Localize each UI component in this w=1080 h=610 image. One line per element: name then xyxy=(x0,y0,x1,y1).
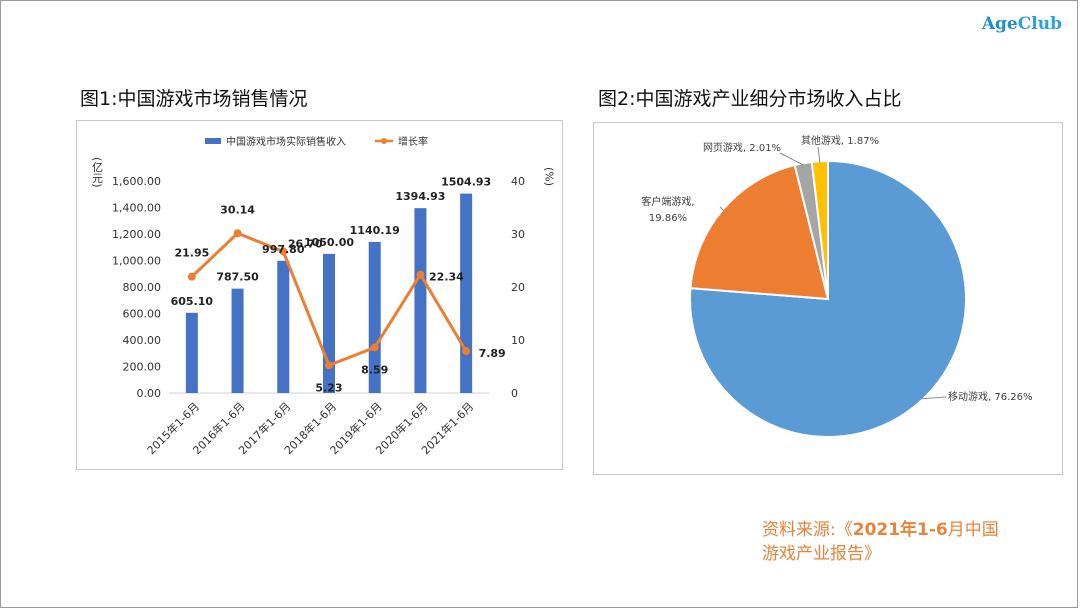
legend-swatch-bars xyxy=(205,138,221,144)
figure2-title: 图2:中国游戏产业细分市场收入占比 xyxy=(598,88,902,110)
pie-leader-line xyxy=(719,206,725,212)
source-note: 资料来源:《2021年1-6月中国游戏产业报告》 xyxy=(762,518,1012,566)
bar xyxy=(185,312,198,393)
bar-value-label: 1050.00 xyxy=(304,236,354,249)
growth-point xyxy=(325,361,333,370)
logo-club: Club xyxy=(1017,14,1062,34)
figure1-title: 图1:中国游戏市场销售情况 xyxy=(80,88,308,110)
y-right-tick-label: 40 xyxy=(511,175,525,188)
y-left-tick-label: 200.00 xyxy=(123,361,162,374)
pie-label: 网页游戏, 2.01% xyxy=(703,141,781,154)
y-left-tick-label: 600.00 xyxy=(123,308,162,321)
y-right-tick-label: 20 xyxy=(511,281,525,294)
y-left-tick-label: 1,600.00 xyxy=(112,175,161,188)
y-right-tick-label: 0 xyxy=(511,387,518,400)
growth-value-label: 7.89 xyxy=(479,347,506,360)
bar-value-label: 1140.19 xyxy=(350,224,400,237)
growth-value-label: 30.14 xyxy=(220,203,255,216)
pie-slice xyxy=(689,159,967,438)
bar xyxy=(368,241,381,393)
y-left-tick-label: 1,400.00 xyxy=(112,202,161,215)
growth-point xyxy=(279,247,288,256)
y-left-tick-label: 1,000.00 xyxy=(112,255,161,268)
logo-age: Age xyxy=(981,14,1018,34)
legend-label-line: 增长率 xyxy=(398,135,428,148)
pie-label: 客户端游戏, xyxy=(641,195,694,208)
pie-label-value: 19.86% xyxy=(649,213,687,224)
y-left-tick-label: 800.00 xyxy=(123,281,162,294)
growth-value-label: 5.23 xyxy=(315,381,342,394)
bar-value-label: 1394.93 xyxy=(395,190,445,203)
y-left-unit-label: (亿元) xyxy=(91,157,104,188)
pie-chart-panel: 移动游戏, 76.26% 客户端游戏, 19.86% 网页游戏, 2.01% 其他游戏,… xyxy=(593,122,1063,475)
growth-point xyxy=(370,343,379,352)
growth-value-label: 8.59 xyxy=(361,363,388,376)
growth-value-label: 21.95 xyxy=(174,247,209,260)
pie-chart: 移动游戏, 76.26% 客户端游戏, 19.86% 网页游戏, 2.01% 其他游戏,… xyxy=(641,134,1033,438)
y-right-tick-label: 30 xyxy=(511,228,525,241)
source-rest: 月中国游戏产业报告》 xyxy=(762,520,999,564)
bar-value-label: 997.80 xyxy=(262,243,305,256)
pie-leader-line xyxy=(920,396,947,400)
y-left-tick-label: 1,200.00 xyxy=(112,228,161,241)
source-year: 2021年1-6 xyxy=(852,520,948,540)
pie-leader-line xyxy=(817,146,821,164)
bar xyxy=(460,193,473,393)
growth-point xyxy=(416,270,425,279)
y-right-unit-label: (%) xyxy=(543,167,556,186)
growth-point xyxy=(187,272,196,281)
pie-label: 移动游戏, 76.26% xyxy=(948,390,1033,403)
bar xyxy=(277,260,290,393)
y-left-tick-label: 0.00 xyxy=(137,387,162,400)
bar xyxy=(414,208,427,393)
bar xyxy=(323,253,335,393)
growth-value-label: 22.34 xyxy=(429,271,464,284)
bar-line-chart-panel: 中国游戏市场实际销售收入 增长率 0.00 200.00 400.00 600.00 800… xyxy=(76,120,563,470)
growth-value-label: 26.70 xyxy=(288,237,323,250)
growth-point xyxy=(462,347,471,356)
y-right-tick-label: 10 xyxy=(511,334,525,347)
growth-point xyxy=(233,229,242,238)
source-prefix: 资料来源:《 xyxy=(762,520,853,540)
bar-value-label: 787.50 xyxy=(216,271,259,284)
chart-legend: 中国游戏市场实际销售收入 增长率 xyxy=(205,135,428,148)
pie-leader-line xyxy=(779,152,804,166)
bar-line-chart: 中国游戏市场实际销售收入 增长率 0.00 200.00 400.00 600.00 800… xyxy=(91,135,556,457)
legend-label-bars: 中国游戏市场实际销售收入 xyxy=(226,135,346,148)
ageclub-logo: AgeClub xyxy=(982,14,1062,34)
bar xyxy=(231,288,244,393)
bar-value-label: 1504.93 xyxy=(441,176,491,189)
bar-value-label: 605.10 xyxy=(171,295,214,308)
pie-label: 其他游戏, 1.87% xyxy=(801,134,879,147)
legend-marker-line xyxy=(381,138,387,144)
y-left-tick-label: 400.00 xyxy=(123,334,162,347)
